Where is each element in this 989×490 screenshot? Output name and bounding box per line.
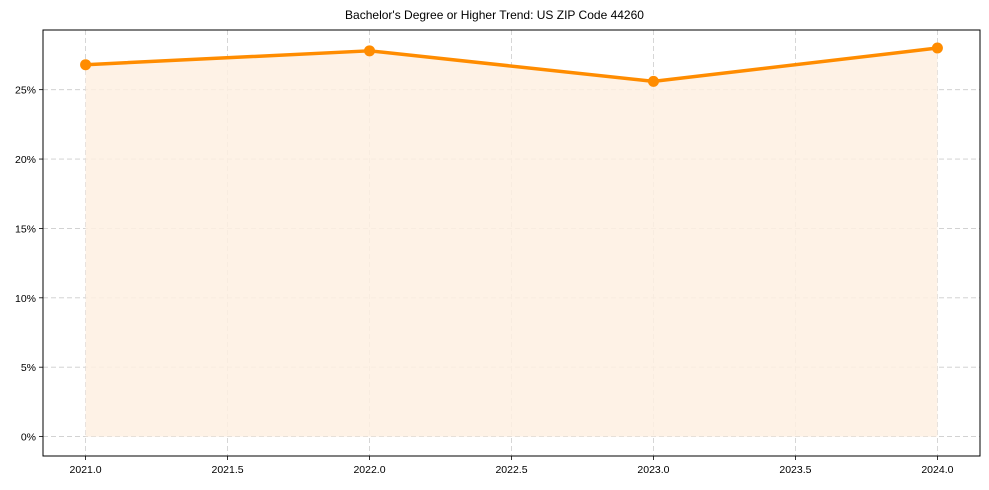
y-axis-ticks: 0% 5% 10% 15% 20% 25% [15, 85, 43, 444]
x-axis-ticks: 2021.0 2021.5 2022.0 2022.5 2023.0 2023.5 2024… [70, 456, 954, 476]
y-tick-label: 25% [15, 85, 36, 97]
x-tick-label: 2024.0 [921, 464, 953, 476]
data-point-marker [931, 42, 943, 54]
area-fill [85, 48, 938, 437]
data-point-marker [364, 45, 376, 57]
data-point-marker [80, 59, 92, 71]
y-tick-label: 15% [15, 223, 36, 235]
data-markers [80, 42, 943, 87]
y-tick-label: 0% [21, 432, 36, 444]
x-tick-label: 2021.0 [70, 464, 102, 476]
x-tick-label: 2021.5 [211, 464, 243, 476]
x-tick-label: 2023.0 [637, 464, 669, 476]
x-tick-label: 2022.5 [495, 464, 527, 476]
x-tick-label: 2022.0 [353, 464, 385, 476]
data-line [85, 46, 938, 84]
y-tick-label: 20% [15, 154, 36, 166]
chart-title: Bachelor's Degree or Higher Trend: US ZI… [345, 8, 644, 22]
y-tick-label: 10% [15, 293, 36, 305]
y-tick-label: 5% [21, 362, 36, 374]
data-point-marker [647, 75, 659, 87]
x-tick-label: 2023.5 [779, 464, 811, 476]
